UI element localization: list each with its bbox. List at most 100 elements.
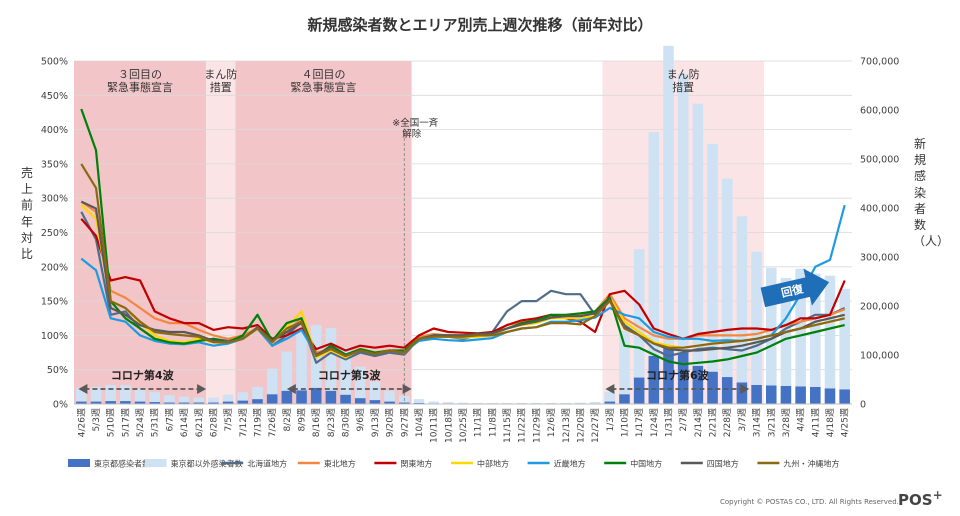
bar-outside-tokyo xyxy=(90,386,102,402)
x-tick-label: 11/29週 xyxy=(531,408,542,443)
x-tick-label: 7/5週 xyxy=(223,408,234,432)
bar-tokyo xyxy=(648,355,660,404)
x-tick-label: 6/14週 xyxy=(179,408,190,437)
y-right-tick-label: 100,000 xyxy=(860,351,899,362)
bar-outside-tokyo xyxy=(149,392,161,403)
bar-outside-tokyo xyxy=(619,330,630,395)
x-tick-label: 3/7週 xyxy=(737,408,748,432)
wave-6-arrow-head-right xyxy=(740,384,750,394)
bar-outside-tokyo xyxy=(545,402,557,404)
recovery-label: 回復 xyxy=(780,281,806,300)
wave-5-label: コロナ第5波 xyxy=(318,368,382,382)
bar-tokyo xyxy=(296,390,307,404)
wave-6-label: コロナ第6波 xyxy=(646,368,710,382)
y-axis-left-label: 売上前年対比 xyxy=(20,166,33,261)
legend-label: 関東地方 xyxy=(400,459,432,469)
bar-outside-tokyo xyxy=(237,392,249,401)
annotation-lift: ※全国一斉解除 xyxy=(392,117,438,140)
bar-tokyo xyxy=(765,385,777,404)
bar-outside-tokyo xyxy=(648,132,660,356)
bar-outside-tokyo xyxy=(296,333,307,391)
x-tick-label: 1/3週 xyxy=(605,408,616,432)
x-tick-label: 2/21週 xyxy=(708,408,719,437)
bar-outside-tokyo xyxy=(340,347,351,395)
recovery-arrow: 回復 xyxy=(760,268,830,308)
legend: 東京都感染者数 東京都以外感染者数 北海道地方 東北地方 関東地方 中部地方 近畿地方 中国地… xyxy=(68,459,839,469)
bar-outside-tokyo xyxy=(252,386,263,400)
bar-series xyxy=(76,45,850,404)
y-left-tick-label: 300% xyxy=(41,194,68,205)
chart-title: 新規感染者数とエリア別売上週次推移（前年対比） xyxy=(307,16,653,34)
x-tick-label: 5/17週 xyxy=(120,408,131,437)
bar-tokyo xyxy=(663,345,674,404)
bar-outside-tokyo xyxy=(266,368,278,395)
bar-outside-tokyo xyxy=(501,402,513,404)
bar-tokyo xyxy=(193,402,205,404)
x-tick-label: 1/31週 xyxy=(664,408,675,437)
bar-outside-tokyo xyxy=(164,395,175,403)
postas-logo: POS+ xyxy=(898,488,943,509)
bar-outside-tokyo xyxy=(281,351,293,391)
bar-tokyo xyxy=(105,401,116,404)
bar-outside-tokyo xyxy=(457,402,469,404)
bar-outside-tokyo xyxy=(765,267,777,386)
bar-tokyo xyxy=(134,401,146,404)
bar-outside-tokyo xyxy=(589,402,601,404)
x-tick-label: 2/14週 xyxy=(693,408,704,437)
bar-outside-tokyo xyxy=(120,385,131,402)
bar-outside-tokyo xyxy=(369,381,381,401)
line-series-6 xyxy=(80,200,845,358)
legend-label: 九州・沖縄地方 xyxy=(783,459,839,469)
x-tick-label: 9/27週 xyxy=(399,408,410,437)
y-right-tick-label: 500,000 xyxy=(860,155,899,166)
x-tick-label: 10/4週 xyxy=(414,408,425,437)
x-tick-label: 11/8週 xyxy=(487,408,498,437)
x-tick-label: 8/30週 xyxy=(341,408,352,437)
bar-tokyo xyxy=(237,400,249,404)
bar-outside-tokyo xyxy=(76,387,87,402)
y-right-tick-label: 200,000 xyxy=(860,302,899,313)
x-tick-label: 5/24週 xyxy=(135,408,146,437)
x-tick-label: 10/11週 xyxy=(429,408,440,443)
bar-outside-tokyo xyxy=(531,402,542,404)
bar-tokyo xyxy=(604,401,616,404)
y-left-tick-label: 350% xyxy=(41,159,68,170)
x-tick-label: 8/23週 xyxy=(326,408,337,437)
x-tick-label: 4/18週 xyxy=(825,408,836,437)
x-tick-label: 1/17週 xyxy=(634,408,645,437)
bar-outside-tokyo xyxy=(560,402,572,404)
bar-tokyo xyxy=(824,388,836,404)
x-tick-label: 5/31週 xyxy=(150,408,161,437)
line-series-7 xyxy=(80,163,845,358)
bar-outside-tokyo xyxy=(516,402,528,404)
bar-tokyo xyxy=(707,371,718,404)
x-tick-label: 9/20週 xyxy=(385,408,396,437)
x-tick-label: 9/6週 xyxy=(355,408,366,432)
bar-outside-tokyo xyxy=(824,275,836,389)
bar-tokyo xyxy=(721,377,733,404)
axes: 0% 50% 100% 150% 200% 250% 300% 350% 400% 450% 500… xyxy=(41,57,899,443)
x-tick-label: 12/20週 xyxy=(575,408,586,443)
copyright-text: Copyright © POSTAS CO., LTD. All Rights … xyxy=(720,498,899,506)
bar-tokyo xyxy=(677,352,689,404)
wave-4-label: コロナ第4波 xyxy=(111,368,175,382)
wave-6-arrow-head-left xyxy=(605,384,615,394)
bar-tokyo xyxy=(164,402,175,404)
bar-outside-tokyo xyxy=(721,178,733,378)
x-tick-label: 8/2週 xyxy=(282,408,293,432)
annotation-manbo-2: まん防措置 xyxy=(667,67,700,94)
bar-outside-tokyo xyxy=(692,103,704,366)
y-left-tick-label: 500% xyxy=(41,57,68,68)
bar-tokyo xyxy=(692,365,704,404)
bar-outside-tokyo xyxy=(575,402,586,404)
legend-label: 東京都感染者数 xyxy=(94,459,150,469)
bar-outside-tokyo xyxy=(487,402,498,404)
bar-tokyo xyxy=(633,377,645,404)
x-tick-label: 7/12週 xyxy=(238,408,249,437)
y-right-tick-label: 700,000 xyxy=(860,57,899,68)
wave-4-arrow-head-right xyxy=(197,384,207,394)
bar-outside-tokyo xyxy=(193,397,205,403)
bar-outside-tokyo xyxy=(413,399,425,404)
legend-label: 東京都以外感染者数 xyxy=(171,459,243,469)
bar-outside-tokyo xyxy=(677,73,689,353)
